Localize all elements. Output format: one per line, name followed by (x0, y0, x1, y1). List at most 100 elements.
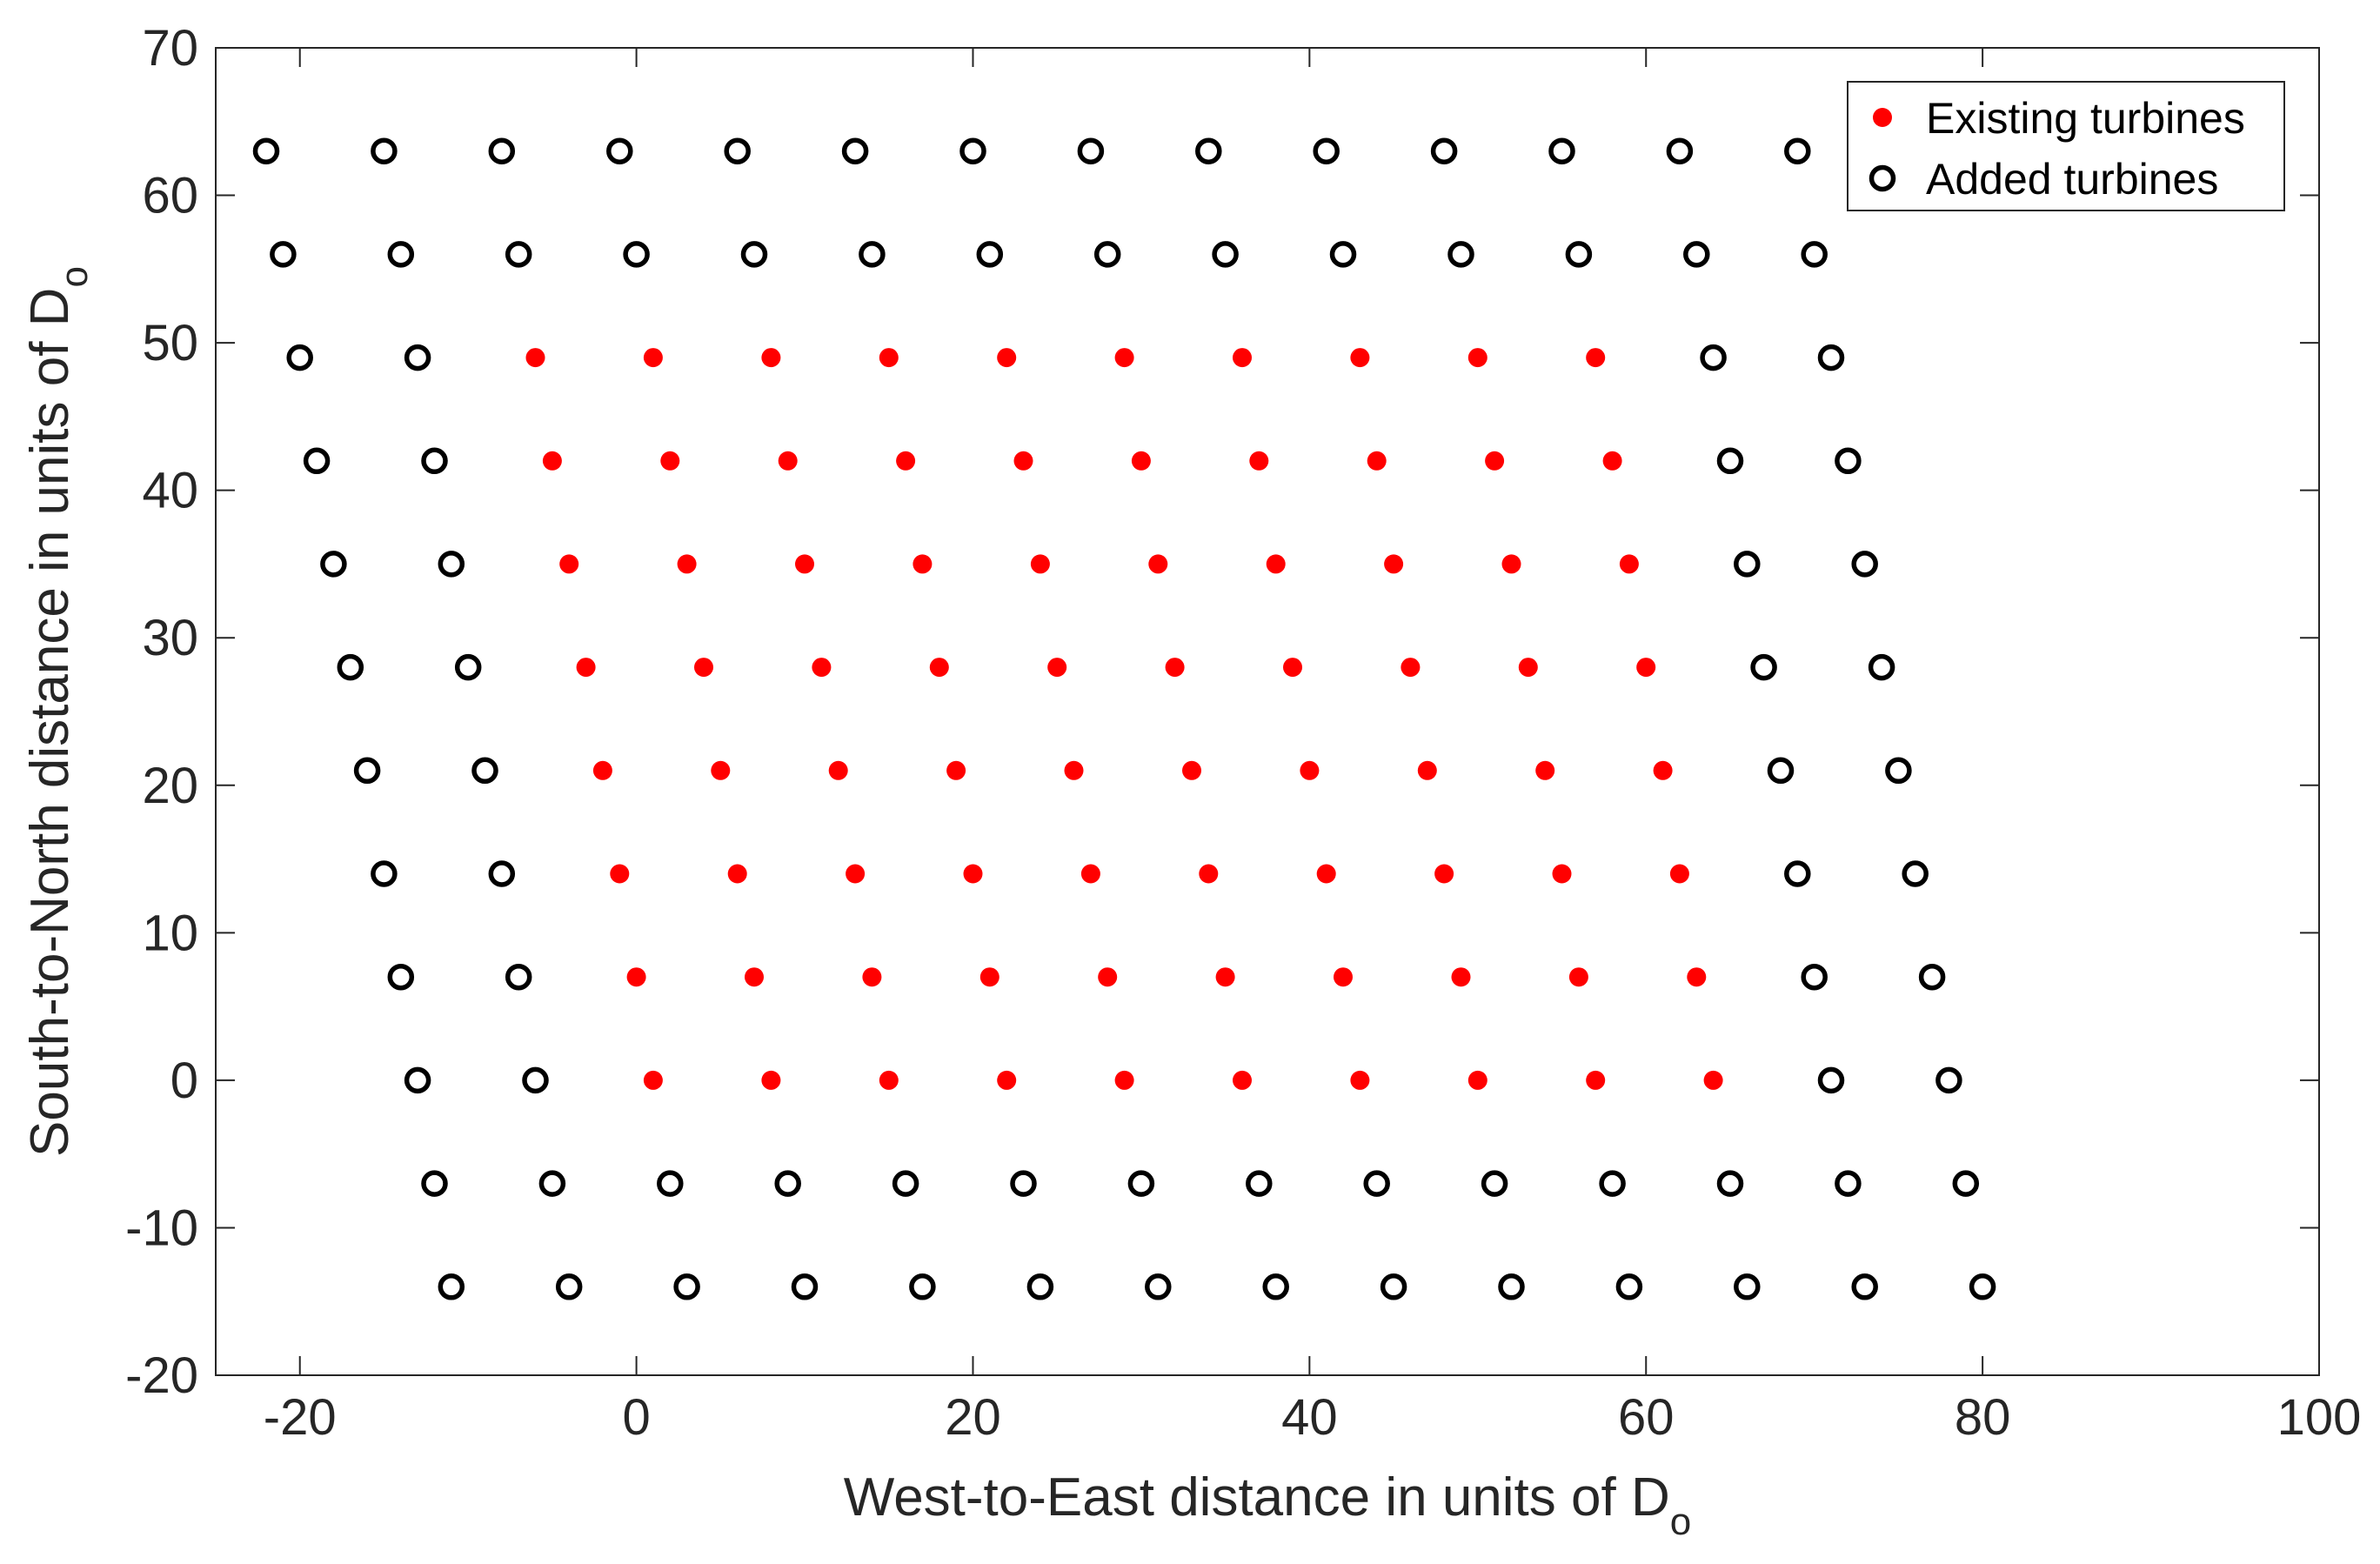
existing-turbine-point (745, 967, 764, 987)
added-turbine-point (1565, 241, 1593, 268)
legend-added-label: Added turbines (1926, 155, 2218, 204)
added-turbine-point (1835, 1170, 1862, 1197)
added-turbine-point (371, 860, 398, 887)
legend-existing-label: Existing turbines (1926, 94, 2245, 143)
added-turbine-point (1666, 137, 1694, 164)
x-tick-label: 100 (2277, 1389, 2362, 1446)
added-turbine-point (1885, 757, 1912, 785)
added-turbine-point (303, 447, 331, 475)
y-tick-label: 30 (142, 610, 198, 666)
y-tick-label: 70 (142, 20, 198, 77)
added-turbine-point (1447, 241, 1474, 268)
existing-turbine-point (1586, 348, 1606, 368)
added-turbine-point (1902, 860, 1929, 887)
added-turbine-point (371, 137, 398, 164)
added-turbine-point (606, 137, 633, 164)
added-turbine-point (724, 137, 751, 164)
added-turbine-point (1700, 344, 1727, 371)
existing-turbine-point (1619, 554, 1639, 574)
added-turbine-point (454, 653, 482, 681)
existing-turbine-point (1568, 967, 1588, 987)
existing-turbine-point (1636, 658, 1656, 678)
added-turbine-point (774, 1170, 801, 1197)
x-tick-label: 40 (1281, 1389, 1338, 1446)
added-turbine-point (1734, 1273, 1761, 1300)
added-turbine-point (337, 653, 364, 681)
added-turbine-point (892, 1170, 919, 1197)
added-turbine-point (1498, 1273, 1525, 1300)
existing-turbine-point (963, 864, 983, 884)
x-axis-title-main: West-to-East distance in units of D (844, 1467, 1670, 1527)
x-tick-label: 20 (945, 1389, 1001, 1446)
existing-turbine-point (1249, 451, 1269, 471)
existing-turbine-point (1653, 760, 1673, 780)
added-turbine-point (438, 1273, 465, 1300)
y-tick-label: -10 (125, 1200, 198, 1256)
existing-turbine-point (677, 554, 697, 574)
added-turbine-point (1817, 344, 1845, 371)
added-turbine-point (1801, 241, 1828, 268)
added-turbine-point (404, 1066, 431, 1094)
data-points (252, 137, 1996, 1300)
existing-turbine-point (1283, 658, 1302, 678)
existing-turbine-point (846, 864, 866, 884)
existing-turbine-point (761, 348, 781, 368)
existing-turbine-point (812, 658, 832, 678)
added-turbine-point (1026, 1273, 1054, 1300)
added-turbine-point (555, 1273, 583, 1300)
existing-turbine-point (1467, 348, 1488, 368)
axes: -20 0 20 40 60 80 100 -20 -10 0 10 20 30 40 50 60 70 West… (20, 20, 2361, 1543)
existing-turbine-point (1148, 554, 1168, 574)
existing-turbine-point (1266, 554, 1286, 574)
existing-turbine-point (979, 967, 999, 987)
y-tick-label: 0 (170, 1053, 198, 1109)
existing-turbine-point (997, 1070, 1017, 1090)
added-turbine-point (1010, 1170, 1037, 1197)
added-turbine-point (1246, 1170, 1273, 1197)
added-turbine-point (1935, 1066, 1962, 1094)
existing-turbine-point (711, 760, 731, 780)
existing-turbine-point (1350, 1070, 1370, 1090)
existing-turbine-point (559, 554, 579, 574)
added-turbine-point (1548, 137, 1575, 164)
added-turbine-point (1313, 137, 1340, 164)
added-turbine-point (522, 1066, 549, 1094)
existing-turbine-point (643, 1070, 663, 1090)
y-axis-title-main: South-to-North distance in units of D (20, 288, 80, 1157)
added-turbine-point (252, 137, 280, 164)
added-turbine-point (1784, 860, 1811, 887)
added-turbine-point (1969, 1273, 1996, 1300)
y-tick-label: -20 (125, 1347, 198, 1404)
existing-turbine-point (1098, 967, 1118, 987)
legend-existing-marker (1873, 108, 1892, 127)
existing-turbine-point (1165, 658, 1185, 678)
added-turbine-point (353, 757, 381, 785)
added-turbine-point (488, 860, 516, 887)
added-turbine-point (976, 241, 1004, 268)
x-tick-label: -20 (264, 1389, 337, 1446)
existing-turbine-point (1233, 348, 1252, 368)
existing-turbine-point (694, 658, 713, 678)
legend-added-marker (1869, 164, 1896, 192)
added-turbine-point (1363, 1170, 1390, 1197)
added-turbine-point (1734, 551, 1761, 578)
added-turbine-point (1952, 1170, 1980, 1197)
added-turbine-point (1817, 1066, 1845, 1094)
existing-turbine-point (1080, 864, 1100, 884)
existing-turbine-point (778, 451, 798, 471)
existing-turbine-point (795, 554, 814, 574)
existing-turbine-point (1535, 760, 1555, 780)
added-turbine-point (1767, 757, 1795, 785)
added-turbine-point (1262, 1273, 1289, 1300)
existing-turbine-point (576, 658, 596, 678)
existing-turbine-point (1485, 451, 1505, 471)
added-turbine-point (270, 241, 297, 268)
y-axis-title: South-to-North distance in units of Do (20, 266, 96, 1157)
added-turbine-point (1212, 241, 1239, 268)
existing-turbine-point (1552, 864, 1572, 884)
added-turbine-point (421, 1170, 448, 1197)
added-turbine-point (1750, 653, 1777, 681)
added-turbine-point (1716, 447, 1744, 475)
existing-turbine-point (879, 1070, 899, 1090)
